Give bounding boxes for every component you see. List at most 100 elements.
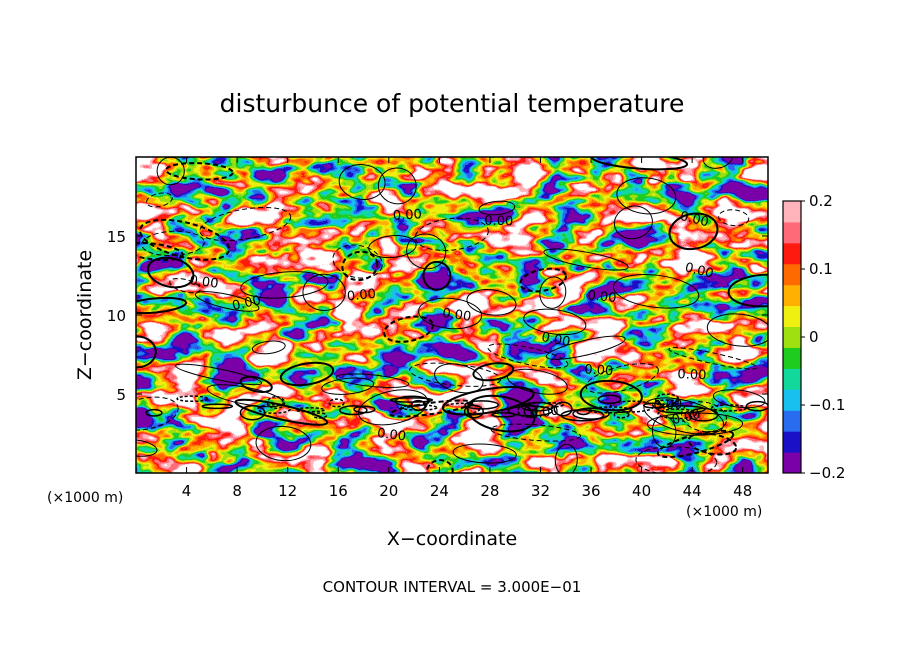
contour-line: [635, 446, 718, 473]
contour-line: [199, 206, 292, 242]
colorbar-segment: [783, 201, 801, 223]
colorbar-segment: [783, 242, 801, 265]
colorbar-tick-label: −0.2: [809, 464, 845, 482]
contour-line: [706, 313, 768, 347]
contour-label: 0.00: [670, 407, 702, 428]
colorbar-segment: [783, 347, 801, 369]
colorbar-segment: [783, 326, 801, 348]
contour-line: [136, 335, 157, 369]
contour-label: 0.00: [678, 209, 710, 230]
contour-line: [332, 244, 383, 279]
contour-label: 0.00: [376, 426, 407, 445]
contour-line: [169, 277, 201, 294]
contour-line: [668, 212, 719, 251]
contour-line: [389, 397, 434, 403]
contour-line: [165, 162, 234, 181]
contour-line: [338, 164, 386, 200]
contour-line: [414, 217, 489, 251]
x-tick-label: 24: [430, 482, 449, 500]
contour-line: [487, 343, 569, 369]
contour-line: [312, 412, 328, 419]
x-tick-label: 40: [632, 482, 651, 500]
colorbar-tick-label: 0: [809, 328, 819, 346]
contour-line: [353, 405, 376, 414]
contour-line: [136, 296, 187, 315]
contour-line: [585, 363, 659, 394]
contour-line: [145, 408, 163, 417]
contour-label: 0.00: [584, 362, 614, 379]
colorbar-tick-label: −0.1: [809, 396, 845, 414]
contour-line: [425, 459, 454, 473]
x-tick-label: 48: [733, 482, 752, 500]
contour-line: [651, 415, 677, 448]
contour-line: [206, 384, 284, 408]
contour-label: 0.00: [393, 207, 423, 224]
x-axis-unit-right: (×1000 m): [686, 504, 762, 520]
contour-line: [255, 425, 312, 462]
contour-line: [702, 157, 734, 169]
contour-line: [668, 347, 758, 370]
colorbar-segment: [783, 305, 801, 328]
contour-label: 0.00: [529, 403, 560, 423]
contour-line: [383, 315, 434, 343]
colorbar-tick-label: 0.2: [809, 192, 833, 210]
y-tick-label: 10: [107, 307, 126, 325]
contour-label: 0.00: [677, 367, 706, 383]
contour-line: [554, 443, 578, 473]
contour-label: 0.00: [441, 306, 472, 325]
contour-line: [464, 400, 500, 410]
contour-label: 0.00: [189, 273, 220, 292]
contour-label: 0.00: [484, 214, 513, 230]
contour-label: 0.00: [653, 397, 683, 413]
contour-line: [194, 291, 260, 312]
contour-line: [545, 335, 626, 360]
contour-line: [587, 406, 633, 414]
contour-label: 0.00: [231, 293, 263, 314]
x-axis-unit-left: (×1000 m): [47, 490, 123, 506]
contour-label: 0.00: [587, 288, 617, 306]
x-tick-label: 36: [581, 482, 600, 500]
colorbar-tick-label: 0.1: [809, 260, 833, 278]
contour-line: [656, 405, 706, 414]
contour-line: [294, 407, 326, 413]
colorbar-segment: [783, 368, 801, 390]
contour-line: [616, 177, 677, 215]
contour-line: [201, 403, 234, 410]
colorbar-segment: [783, 284, 801, 307]
contour-line: [377, 167, 417, 205]
contour-line: [519, 267, 567, 293]
contour-line: [543, 248, 629, 271]
contour-line: [338, 405, 368, 416]
contour-line: [388, 399, 474, 418]
contour-line: [654, 393, 680, 406]
contour-line: [418, 297, 483, 330]
contour-line: [136, 439, 158, 457]
contour-line: [657, 408, 697, 420]
potential-temperature-field: [136, 157, 768, 473]
contour-line: [712, 389, 766, 409]
contour-label: 0.00: [683, 260, 715, 281]
contour-line: [506, 368, 568, 395]
contour-line: [727, 273, 768, 308]
contour-line: [175, 363, 263, 386]
contour-line: [718, 209, 750, 227]
contour-line: [239, 404, 266, 421]
contour-line: [251, 340, 286, 355]
y-tick-label: 15: [107, 228, 126, 246]
contour-label: 0.00: [346, 287, 376, 305]
colorbar: 0.2 0.1 0 −0.1 −0.2: [782, 192, 845, 482]
contour-lines: [136, 157, 768, 473]
chart-title: disturbunce of potential temperature: [220, 89, 685, 118]
contour-line: [240, 271, 329, 299]
contour-line: [523, 404, 538, 419]
contour-line: [422, 260, 452, 291]
contour-line: [321, 377, 375, 395]
contour-line: [466, 288, 517, 316]
contour-line: [139, 218, 231, 261]
contour-line: [472, 362, 515, 382]
contour-line: [613, 411, 630, 419]
colorbar-segment: [783, 263, 801, 286]
x-axis: 4 8 12 16 20 24 28 32 36 40 44 48: [182, 157, 752, 500]
x-tick-label: 28: [480, 482, 499, 500]
